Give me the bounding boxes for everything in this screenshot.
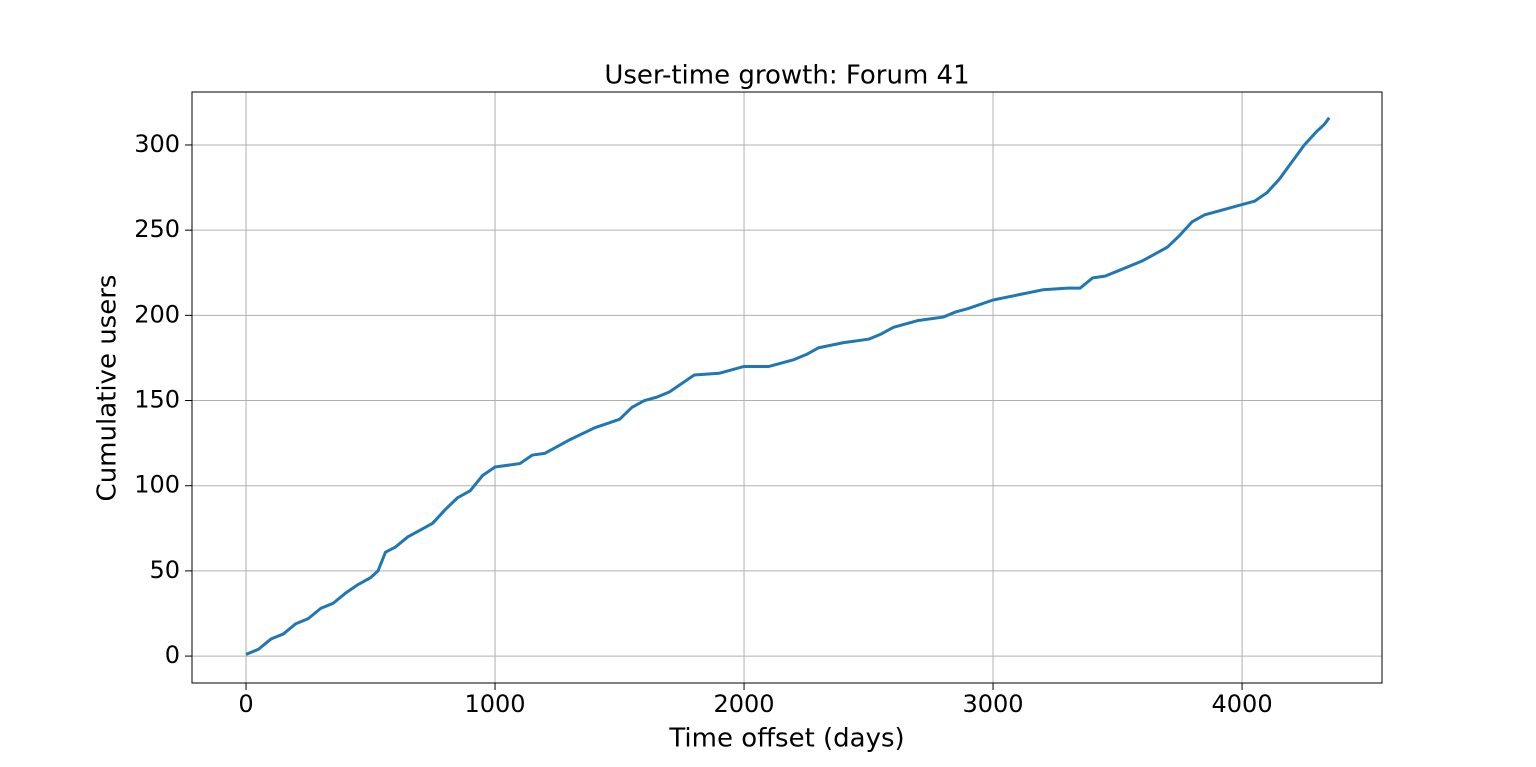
y-tick-label: 100 [134,471,180,499]
y-tick-label: 250 [134,215,180,243]
y-axis-label: Cumulative users [93,275,123,502]
y-tick-label: 200 [134,300,180,328]
y-tick-label: 150 [134,386,180,414]
chart-title: User-time growth: Forum 41 [604,61,969,91]
y-tick-label: 0 [165,641,180,669]
plot-frame [191,91,1383,684]
x-tick-label: 2000 [714,690,775,718]
y-tick-label: 50 [149,556,180,584]
x-tick-label: 3000 [963,690,1024,718]
y-tick-label: 300 [134,130,180,158]
x-tick-label: 1000 [465,690,526,718]
x-tick-label: 4000 [1212,690,1273,718]
data-line [245,116,1331,656]
x-tick-label: 0 [238,690,253,718]
x-axis-label: Time offset (days) [668,724,904,754]
